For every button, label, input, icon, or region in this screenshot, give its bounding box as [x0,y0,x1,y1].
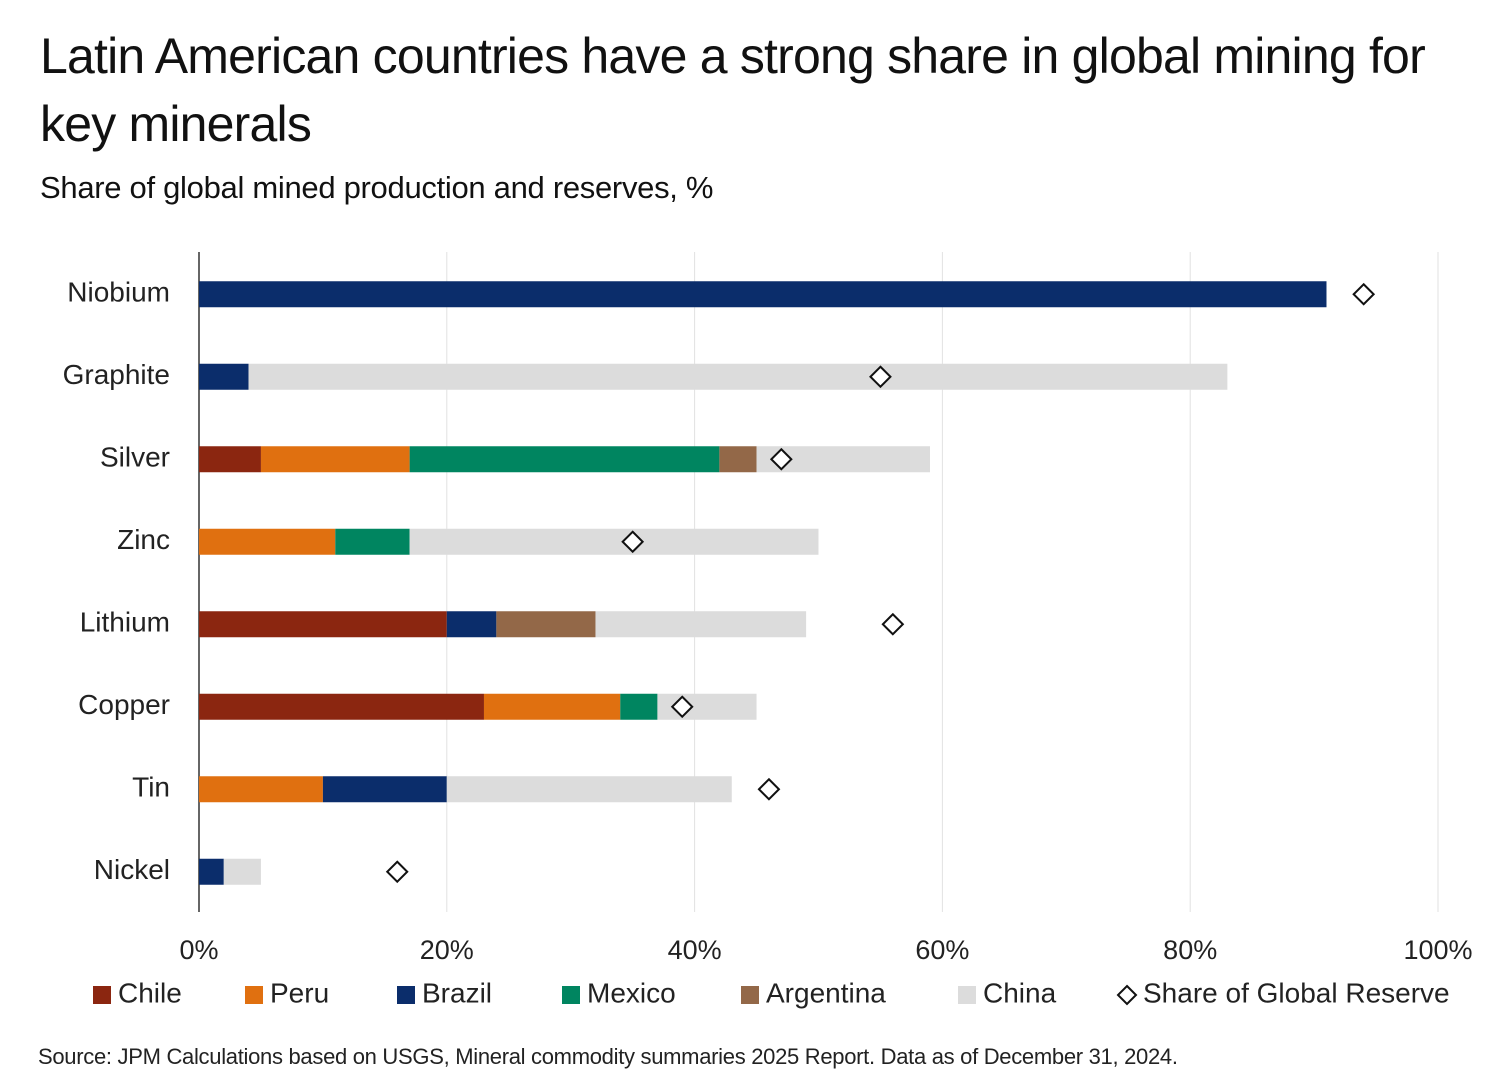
y-tick-label: Niobium [67,277,170,308]
x-tick-label: 100% [1403,935,1472,965]
legend-label: Share of Global Reserve [1143,977,1450,1008]
bar-segment [409,446,720,473]
legend-label: Peru [270,977,329,1008]
y-tick-label: Copper [78,689,170,720]
chart-title: Latin American countries have a strong s… [40,28,1426,152]
legend-swatch [245,986,263,1004]
bar-segment [199,528,336,555]
y-tick-label: Graphite [63,359,170,390]
reserve-marker [670,695,694,719]
reserve-marker [757,777,781,801]
x-tick-label: 20% [420,935,474,965]
bar-segment [446,776,732,803]
x-tick-label: 0% [179,935,218,965]
bar-segment [199,611,447,638]
reserve-marker [869,365,892,389]
bar-segment [248,363,1228,390]
bar-segment [199,858,224,885]
legend-swatch [562,986,580,1004]
legend-label: Argentina [766,977,886,1008]
bar-segment [199,776,323,803]
legend-swatch [397,986,415,1004]
reserve-marker [385,860,409,884]
x-tick-label: 60% [915,935,969,965]
legend-swatch [958,986,976,1004]
y-tick-label: Nickel [94,854,170,885]
bar-segment [409,528,819,555]
bar-segment [260,446,410,473]
bar-segment [335,528,410,555]
legend-label: China [983,977,1057,1008]
bar-segment [496,611,596,638]
bar-segment [620,693,658,720]
legend-marker [1116,984,1138,1006]
legend-label: Chile [118,977,182,1008]
x-tick-label: 40% [668,935,722,965]
legend-swatch [93,986,111,1004]
bar-segment [483,693,621,720]
chart-subtitle: Share of global mined production and res… [40,170,714,205]
legend-label: Brazil [422,977,492,1008]
bar-segment [199,446,261,473]
source-note: Source: JPM Calculations based on USGS, … [38,1044,1178,1069]
legend-swatch [741,986,759,1004]
x-tick-label: 80% [1163,935,1217,965]
y-tick-label: Tin [132,772,170,803]
legend-label: Mexico [587,977,676,1008]
bar-segment [446,611,497,638]
reserve-marker [621,530,645,554]
bar-segment [322,776,447,803]
y-tick-label: Silver [100,442,170,473]
bar-segment [199,281,1327,308]
reserve-marker [881,612,905,636]
bar-segment [199,363,249,390]
bar-segment [719,446,757,473]
chart: 0% 20% 40% 60% 80% 100% Niobium Graphite Silver Z… [63,252,1473,1008]
y-tick-label: Zinc [117,524,170,555]
bar-segment [199,693,484,720]
y-tick-label: Lithium [80,607,170,638]
reserve-marker [1352,282,1376,306]
reserve-marker [769,447,793,471]
bar-segment [595,611,807,638]
bar-segment [223,858,261,885]
